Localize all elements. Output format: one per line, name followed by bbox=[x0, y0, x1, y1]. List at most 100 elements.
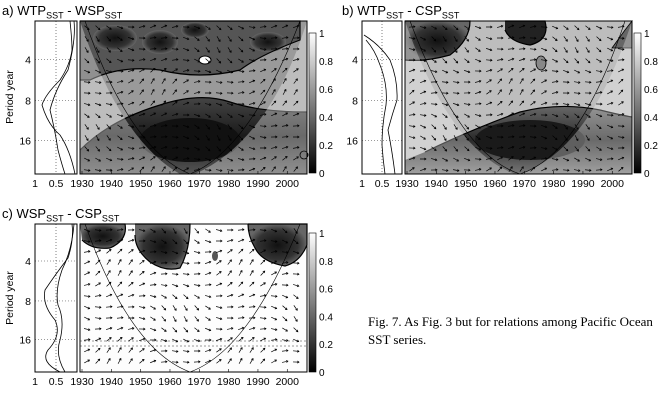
phase-arrow-head bbox=[511, 124, 515, 127]
phase-arrow-head bbox=[119, 248, 123, 252]
phase-arrow-head bbox=[119, 336, 123, 340]
phase-arrow-head bbox=[478, 114, 482, 118]
phase-arrow-head bbox=[589, 91, 592, 95]
phase-arrow bbox=[431, 124, 437, 130]
phase-arrow bbox=[128, 79, 134, 84]
phase-arrow-head bbox=[187, 113, 190, 117]
phase-arrow-head bbox=[423, 147, 427, 151]
phase-arrow bbox=[216, 250, 222, 254]
phase-arrow-head bbox=[229, 39, 232, 42]
phase-arrow bbox=[193, 70, 201, 72]
phase-arrow-head bbox=[295, 100, 299, 104]
phase-arrow bbox=[541, 135, 547, 139]
phase-arrow-head bbox=[588, 115, 591, 118]
phase-arrow bbox=[117, 347, 122, 353]
phase-arrow-head bbox=[153, 67, 156, 71]
phase-arrow-head bbox=[522, 145, 526, 149]
phase-arrow-head bbox=[99, 327, 102, 331]
phase-arrow bbox=[249, 124, 255, 128]
phase-arrow-head bbox=[455, 60, 459, 64]
phase-arrow bbox=[117, 36, 123, 41]
phase-arrow-head bbox=[511, 24, 515, 28]
phase-arrow-head bbox=[285, 339, 289, 342]
phase-arrow-head bbox=[229, 127, 232, 130]
phase-arrow bbox=[595, 169, 603, 171]
phase-arrow-head bbox=[620, 166, 624, 170]
phase-arrow-head bbox=[610, 79, 614, 83]
phase-arrow bbox=[282, 68, 288, 73]
phase-arrow-head bbox=[97, 149, 100, 152]
phase-arrow bbox=[84, 124, 89, 130]
phase-arrow-head bbox=[219, 169, 223, 172]
phase-arrow-head bbox=[230, 238, 234, 242]
phase-arrow-head bbox=[285, 124, 289, 127]
phase-arrow-head bbox=[423, 26, 427, 29]
phase-arrow bbox=[138, 25, 145, 28]
phase-arrow bbox=[573, 169, 580, 172]
colorbar-tick-label: 0 bbox=[319, 368, 325, 379]
phase-arrow bbox=[139, 78, 144, 84]
phase-arrow-head bbox=[489, 136, 493, 140]
phase-arrow-head bbox=[186, 251, 190, 255]
phase-arrow-head bbox=[154, 135, 157, 139]
phase-arrow-head bbox=[239, 357, 243, 361]
phase-arrow-head bbox=[208, 348, 212, 352]
phase-arrow bbox=[540, 147, 547, 150]
phase-arrow bbox=[116, 317, 124, 319]
phase-arrow-head bbox=[444, 127, 447, 130]
phase-arrow-head bbox=[555, 126, 558, 129]
phase-arrow bbox=[260, 167, 266, 172]
phase-arrow-head bbox=[97, 27, 101, 31]
phase-arrow bbox=[431, 135, 436, 141]
phase-arrow-head bbox=[413, 146, 416, 150]
phase-arrow bbox=[431, 58, 437, 63]
phase-arrow-head bbox=[423, 114, 427, 117]
phase-arrow bbox=[293, 166, 298, 172]
phase-arrow bbox=[282, 239, 288, 244]
phase-arrow-head bbox=[412, 136, 416, 139]
phase-arrow bbox=[540, 69, 547, 72]
phase-arrow-head bbox=[466, 148, 470, 152]
phase-arrow-head bbox=[163, 166, 166, 169]
phase-arrow-head bbox=[242, 228, 245, 232]
phase-arrow-head bbox=[119, 281, 123, 285]
x-tick-label: 1930 bbox=[70, 376, 94, 388]
phase-arrow bbox=[474, 168, 481, 171]
panel-b-side-plot bbox=[361, 20, 403, 175]
phase-arrow bbox=[585, 157, 591, 162]
phase-arrow-head bbox=[208, 115, 211, 118]
side-x-tick-label: 0.5 bbox=[49, 376, 64, 388]
phase-arrow bbox=[160, 339, 167, 342]
phase-arrow-head bbox=[533, 68, 537, 72]
phase-arrow bbox=[116, 80, 123, 83]
phase-arrow-head bbox=[153, 318, 156, 321]
phase-arrow-head bbox=[501, 124, 504, 128]
phase-arrow bbox=[105, 70, 112, 73]
phase-arrow bbox=[95, 58, 100, 64]
x-tick-label: 1960 bbox=[158, 178, 182, 190]
phase-arrow bbox=[105, 306, 113, 308]
phase-arrow-head bbox=[264, 239, 267, 243]
phase-arrow-head bbox=[197, 80, 201, 83]
phase-arrow bbox=[226, 169, 234, 171]
phase-arrow bbox=[551, 91, 558, 94]
phase-arrow-head bbox=[87, 158, 91, 162]
phase-arrow-head bbox=[131, 293, 135, 297]
phase-arrow bbox=[84, 316, 90, 321]
phase-arrow bbox=[106, 281, 112, 287]
phase-arrow bbox=[116, 229, 124, 231]
phase-arrow bbox=[507, 48, 515, 50]
phase-arrow bbox=[474, 158, 482, 160]
phase-arrow-head bbox=[500, 68, 503, 71]
phase-arrow-head bbox=[576, 149, 579, 152]
panel-a-letter: a) bbox=[2, 3, 14, 18]
phase-arrow bbox=[485, 59, 493, 61]
phase-arrow-head bbox=[610, 136, 614, 140]
phase-arrow bbox=[518, 146, 525, 149]
phase-arrow bbox=[117, 281, 122, 287]
phase-arrow-head bbox=[197, 241, 200, 244]
phase-arrow bbox=[606, 147, 613, 150]
phase-arrow-head bbox=[456, 70, 460, 74]
phase-arrow-head bbox=[220, 327, 223, 331]
phase-arrow-head bbox=[176, 261, 179, 265]
